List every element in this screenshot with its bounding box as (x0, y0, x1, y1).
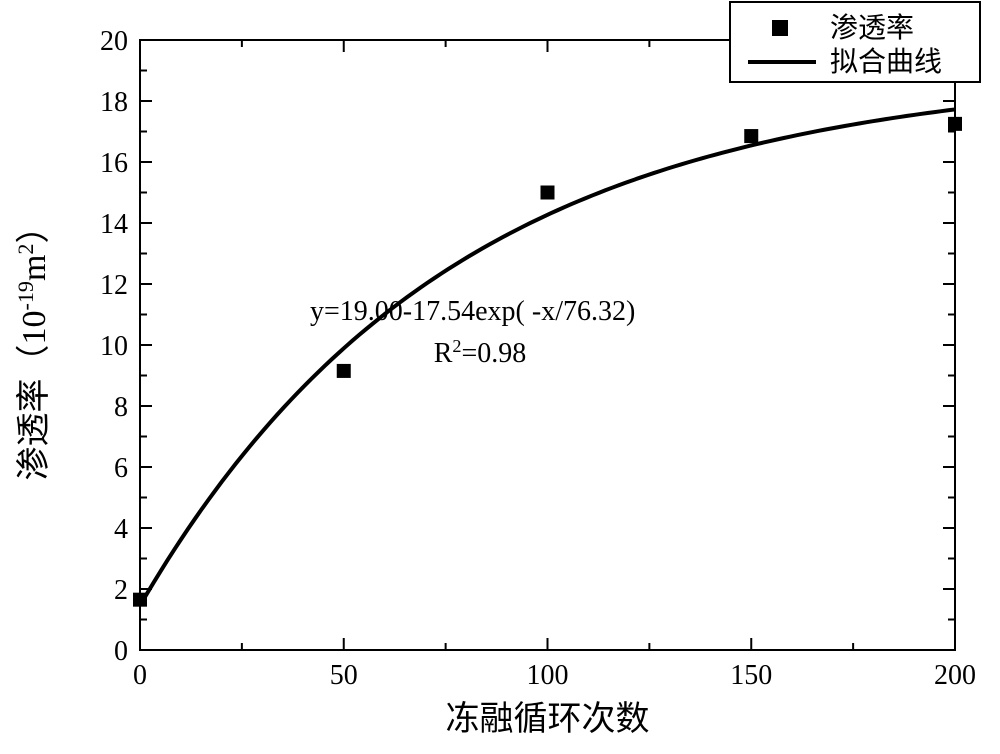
x-tick-label: 50 (330, 660, 358, 691)
equation-annotation: y=19.00-17.54exp( -x/76.32) (310, 296, 635, 327)
data-point (948, 117, 962, 131)
chart-svg: 0 50 100 150 200 0 2 4 6 8 10 12 14 16 18 20 冻融循环次数 渗透率（1… (0, 0, 1000, 754)
y-tick-label: 0 (114, 636, 128, 667)
y-tick-label: 18 (100, 87, 128, 118)
x-tick-label: 200 (934, 660, 976, 691)
x-tick-label: 0 (133, 660, 147, 691)
data-point (133, 593, 147, 607)
data-point (744, 129, 758, 143)
y-tick-label: 8 (114, 392, 128, 423)
y-tick-label: 20 (100, 26, 128, 57)
x-axis-label: 冻融循环次数 (446, 700, 650, 738)
plot-border (140, 40, 955, 650)
legend-item-2-label: 拟合曲线 (830, 46, 942, 78)
x-tick-label: 150 (730, 660, 772, 691)
data-point (337, 364, 351, 378)
r-squared-annotation: R2=0.98 (434, 336, 527, 369)
y-tick-label: 2 (114, 575, 128, 606)
legend-item-1-label: 渗透率 (830, 12, 914, 44)
y-tick-label: 6 (114, 453, 128, 484)
x-tick-label: 100 (527, 660, 569, 691)
y-tick-label: 4 (114, 514, 128, 545)
chart-container: 0 50 100 150 200 0 2 4 6 8 10 12 14 16 18 20 冻融循环次数 渗透率（1… (0, 0, 1000, 754)
legend-marker-icon (772, 20, 788, 36)
y-axis-label: 渗透率（10-19m2） (13, 210, 54, 481)
data-point (541, 186, 555, 200)
y-tick-label: 16 (100, 148, 128, 179)
y-tick-label: 14 (100, 209, 128, 240)
y-tick-label: 12 (100, 270, 128, 301)
y-tick-label: 10 (100, 331, 128, 362)
fit-curve (140, 109, 955, 605)
